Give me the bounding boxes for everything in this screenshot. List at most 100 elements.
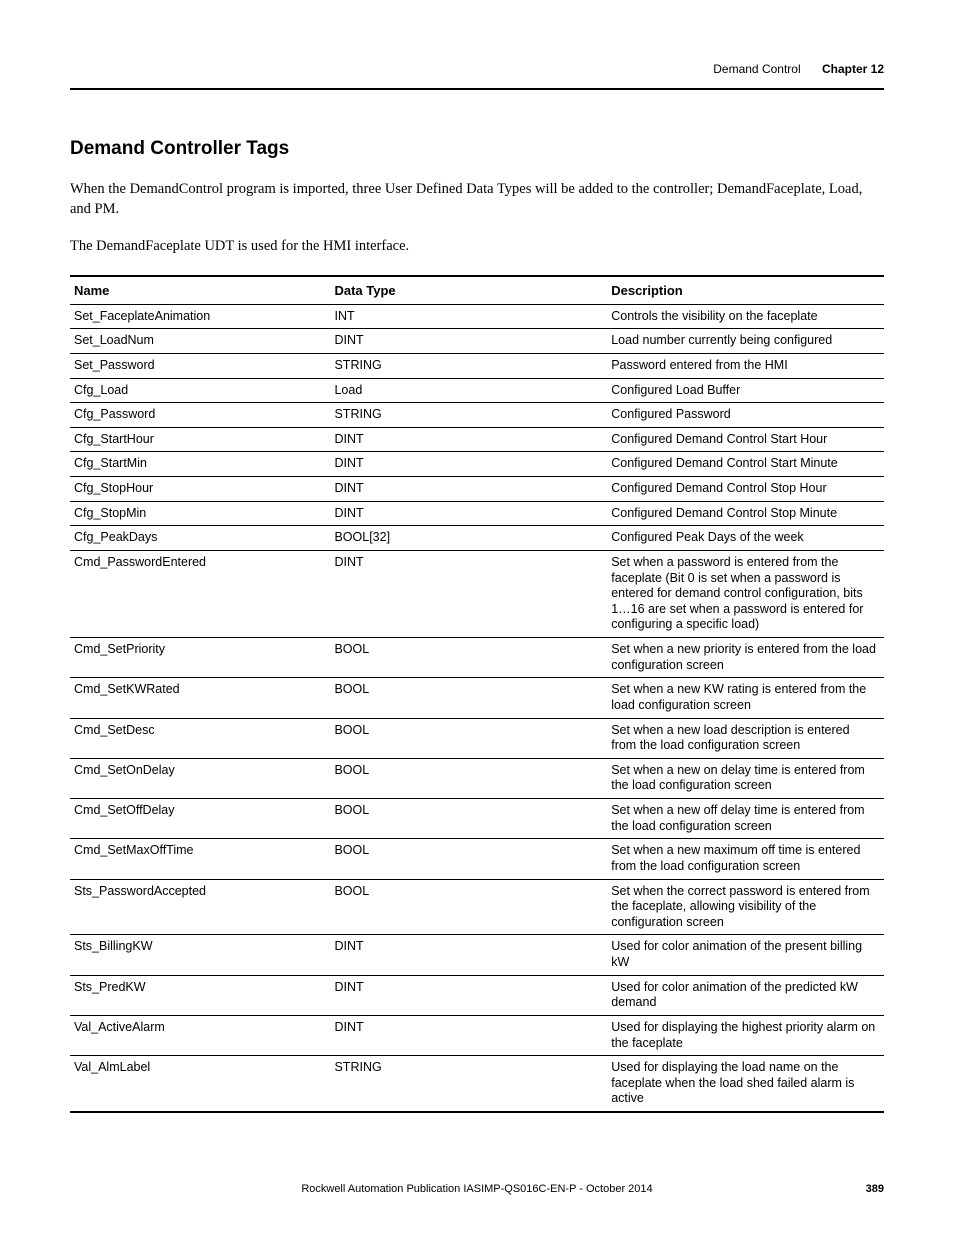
td-desc: Used for displaying the load name on the… <box>607 1056 884 1112</box>
intro-paragraph-2: The DemandFaceplate UDT is used for the … <box>70 237 884 257</box>
table-row: Cmd_SetOffDelayBOOLSet when a new off de… <box>70 799 884 839</box>
td-name: Cmd_SetDesc <box>70 718 330 758</box>
td-desc: Used for displaying the highest priority… <box>607 1015 884 1055</box>
table-row: Sts_BillingKWDINTUsed for color animatio… <box>70 935 884 975</box>
td-desc: Set when a password is entered from the … <box>607 550 884 637</box>
td-type: DINT <box>330 501 607 526</box>
td-desc: Set when a new on delay time is entered … <box>607 758 884 798</box>
footer-page: 389 <box>866 1183 884 1195</box>
td-desc: Set when a new priority is entered from … <box>607 638 884 678</box>
td-name: Sts_PredKW <box>70 975 330 1015</box>
td-name: Cmd_SetOffDelay <box>70 799 330 839</box>
td-desc: Configured Peak Days of the week <box>607 526 884 551</box>
td-type: BOOL <box>330 758 607 798</box>
td-type: DINT <box>330 935 607 975</box>
td-type: INT <box>330 304 607 329</box>
td-name: Cfg_StartHour <box>70 427 330 452</box>
td-type: DINT <box>330 452 607 477</box>
td-name: Val_AlmLabel <box>70 1056 330 1112</box>
td-desc: Configured Demand Control Stop Minute <box>607 501 884 526</box>
td-name: Cfg_StartMin <box>70 452 330 477</box>
td-type: DINT <box>330 975 607 1015</box>
table-row: Sts_PasswordAcceptedBOOLSet when the cor… <box>70 879 884 935</box>
intro-paragraph-1: When the DemandControl program is import… <box>70 180 884 219</box>
td-desc: Configured Demand Control Stop Hour <box>607 477 884 502</box>
td-desc: Set when the correct password is entered… <box>607 879 884 935</box>
table-row: Cfg_StartHourDINTConfigured Demand Contr… <box>70 427 884 452</box>
section-title: Demand Controller Tags <box>70 138 884 160</box>
th-type: Data Type <box>330 276 607 305</box>
td-desc: Controls the visibility on the faceplate <box>607 304 884 329</box>
table-row: Cfg_StopHourDINTConfigured Demand Contro… <box>70 477 884 502</box>
td-type: STRING <box>330 403 607 428</box>
page-footer: Rockwell Automation Publication IASIMP-Q… <box>70 1183 884 1195</box>
td-type: DINT <box>330 550 607 637</box>
td-name: Cmd_SetKWRated <box>70 678 330 718</box>
table-row: Cmd_SetMaxOffTimeBOOLSet when a new maxi… <box>70 839 884 879</box>
td-name: Cfg_Load <box>70 378 330 403</box>
td-type: BOOL <box>330 678 607 718</box>
table-row: Cmd_PasswordEnteredDINTSet when a passwo… <box>70 550 884 637</box>
td-type: BOOL <box>330 799 607 839</box>
td-type: DINT <box>330 477 607 502</box>
table-row: Cfg_StartMinDINTConfigured Demand Contro… <box>70 452 884 477</box>
table-row: Cfg_LoadLoadConfigured Load Buffer <box>70 378 884 403</box>
table-row: Cmd_SetOnDelayBOOLSet when a new on dela… <box>70 758 884 798</box>
tags-table: Name Data Type Description Set_Faceplate… <box>70 275 884 1113</box>
td-type: BOOL <box>330 718 607 758</box>
td-name: Set_Password <box>70 353 330 378</box>
td-name: Set_FaceplateAnimation <box>70 304 330 329</box>
td-desc: Set when a new maximum off time is enter… <box>607 839 884 879</box>
td-type: DINT <box>330 329 607 354</box>
td-name: Cmd_SetOnDelay <box>70 758 330 798</box>
table-row: Set_LoadNumDINTLoad number currently bei… <box>70 329 884 354</box>
td-name: Sts_PasswordAccepted <box>70 879 330 935</box>
table-row: Cmd_SetDescBOOLSet when a new load descr… <box>70 718 884 758</box>
td-name: Cfg_Password <box>70 403 330 428</box>
td-desc: Configured Load Buffer <box>607 378 884 403</box>
table-row: Cfg_StopMinDINTConfigured Demand Control… <box>70 501 884 526</box>
td-name: Cmd_PasswordEntered <box>70 550 330 637</box>
table-row: Cmd_SetPriorityBOOLSet when a new priori… <box>70 638 884 678</box>
td-type: DINT <box>330 427 607 452</box>
td-desc: Used for color animation of the predicte… <box>607 975 884 1015</box>
table-row: Val_AlmLabelSTRINGUsed for displaying th… <box>70 1056 884 1112</box>
td-desc: Configured Demand Control Start Hour <box>607 427 884 452</box>
table-row: Set_PasswordSTRINGPassword entered from … <box>70 353 884 378</box>
table-row: Set_FaceplateAnimationINTControls the vi… <box>70 304 884 329</box>
td-type: BOOL[32] <box>330 526 607 551</box>
td-desc: Load number currently being configured <box>607 329 884 354</box>
td-name: Cmd_SetPriority <box>70 638 330 678</box>
td-desc: Configured Demand Control Start Minute <box>607 452 884 477</box>
td-type: STRING <box>330 353 607 378</box>
td-type: Load <box>330 378 607 403</box>
td-type: BOOL <box>330 879 607 935</box>
footer-pub: Rockwell Automation Publication IASIMP-Q… <box>301 1183 652 1195</box>
table-row: Cmd_SetKWRatedBOOLSet when a new KW rati… <box>70 678 884 718</box>
td-name: Set_LoadNum <box>70 329 330 354</box>
td-desc: Set when a new KW rating is entered from… <box>607 678 884 718</box>
td-type: BOOL <box>330 839 607 879</box>
table-row: Sts_PredKWDINTUsed for color animation o… <box>70 975 884 1015</box>
td-desc: Configured Password <box>607 403 884 428</box>
td-name: Sts_BillingKW <box>70 935 330 975</box>
header-section: Demand Control <box>713 62 800 76</box>
td-name: Cmd_SetMaxOffTime <box>70 839 330 879</box>
table-row: Cfg_PeakDaysBOOL[32]Configured Peak Days… <box>70 526 884 551</box>
table-row: Cfg_PasswordSTRINGConfigured Password <box>70 403 884 428</box>
td-type: STRING <box>330 1056 607 1112</box>
page-header: Demand Control Chapter 12 <box>713 62 884 76</box>
td-name: Val_ActiveAlarm <box>70 1015 330 1055</box>
th-desc: Description <box>607 276 884 305</box>
td-name: Cfg_PeakDays <box>70 526 330 551</box>
td-desc: Set when a new load description is enter… <box>607 718 884 758</box>
td-name: Cfg_StopHour <box>70 477 330 502</box>
td-name: Cfg_StopMin <box>70 501 330 526</box>
header-chapter: Chapter 12 <box>822 62 884 76</box>
td-desc: Set when a new off delay time is entered… <box>607 799 884 839</box>
td-desc: Password entered from the HMI <box>607 353 884 378</box>
td-type: BOOL <box>330 638 607 678</box>
th-name: Name <box>70 276 330 305</box>
table-header-row: Name Data Type Description <box>70 276 884 305</box>
table-row: Val_ActiveAlarmDINTUsed for displaying t… <box>70 1015 884 1055</box>
